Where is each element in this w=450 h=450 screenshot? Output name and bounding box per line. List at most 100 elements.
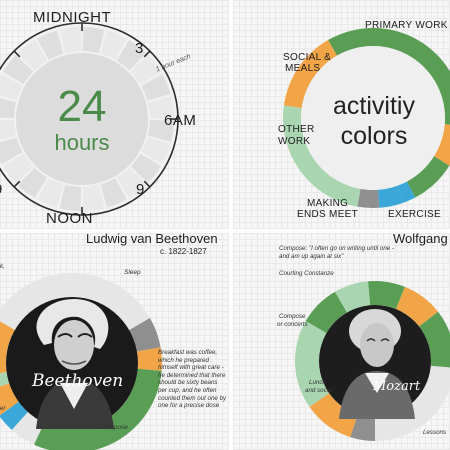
beethoven-ring-segment [0,401,28,430]
clock-panel: MIDNIGHT NOON 3 6AM 9 9 9 1 hour each 24… [0,0,229,229]
mozart-ring-segment [309,393,358,438]
category-ends-line1: MAKING [307,198,349,209]
clock-hour-segments [0,27,174,211]
legend-ring-segment [283,105,305,146]
clock-center-disc [16,53,148,185]
mozart-ring-segment [375,365,450,441]
clock-hour-segment [116,167,147,199]
hour-9-edge-label: 9 [0,42,1,59]
legend-ring-segment [287,140,361,207]
beethoven-ring-segment [136,347,162,371]
mozart-ring-segment [305,291,347,333]
beethoven-compose-label: Compose [100,424,128,431]
mozart-ring-segment [368,281,405,310]
legend-ring-segment [378,185,404,208]
category-exercise: EXERCISE [388,209,441,220]
category-social-line2: MEALS [285,63,321,74]
mozart-ring [295,281,450,441]
legend-center-line2: colors [340,122,408,150]
mozart-portrait [339,309,415,419]
clock-hour-segment [0,137,23,164]
mozart-lunch-line1: Lunch [309,379,326,386]
category-other-line1: OTHER [278,124,315,135]
clock-tick [13,180,21,188]
legend-ring-segment [357,188,380,208]
clock-ticks [13,23,178,215]
clock-hour-segment [0,98,17,119]
beethoven-sleep-label: Sleep [124,269,141,276]
beethoven-ring-segment [129,318,161,352]
clock-hour-segment [0,119,17,140]
mozart-ring-segment [295,321,330,407]
beethoven-breakfast-note: Breakfast was coffee, which he prepared … [158,349,227,410]
clock-hour-segment [147,96,174,119]
mozart-compose-concerts-line2: or concerts [277,321,308,328]
legend-ring-segment [434,124,450,166]
clock-hour-segment [82,184,105,211]
clock-hour-segment [37,178,64,208]
mozart-name: Wolfgang [393,233,448,246]
beethoven-panel: Beethoven Ludwig van Beethoven c. 1822-1… [0,233,229,450]
grid-divider-vertical [229,0,233,450]
clock-hour-segment [116,39,147,71]
clock-hour-segment [147,119,174,142]
category-ends-line2: ENDS MEET [297,209,359,220]
beethoven-name: Ludwig van Beethoven [86,233,218,246]
clock-tick [143,180,151,188]
hour-3-label: 3 [135,40,144,57]
clock-tick [143,50,151,58]
clock-hour-segment [2,153,34,184]
category-other-line2: WORK [278,136,311,147]
clock-hour-segment [59,184,82,211]
mozart-ring-segment [335,281,371,313]
legend-ring [283,27,450,208]
beethoven-ring-segment [33,368,162,450]
beethoven-ring-segment [0,383,19,416]
clock-hour-segment [0,74,23,101]
mozart-ring-segment [419,311,450,368]
clock-graphic [0,22,179,216]
legend-ring-segment [397,181,416,203]
clock-hour-segment [141,74,171,101]
legend-center-disc [301,46,445,190]
clock-hour-segment [130,54,162,85]
mozart-ring-segment [350,414,375,441]
mozart-courting-label: Courting Constanze [279,270,334,277]
grid-divider-horizontal [0,229,450,233]
clock-hour-segment [100,30,127,60]
hour-9-right-label: 9 [136,181,145,198]
mozart-ring-segment [395,286,439,327]
beethoven-portrait [36,298,114,429]
mozart-signature: Mozart [373,379,421,394]
clock-hour-segment [17,167,48,199]
category-social-line1: SOCIAL & [283,52,332,63]
beethoven-ring-segment [0,321,15,374]
clock-hour-segment [141,137,171,164]
category-primary-work: PRIMARY WORK [365,20,448,31]
legend-panel: PRIMARY WORK SOCIAL & MEALS OTHER WORK M… [233,0,450,229]
midnight-label: MIDNIGHT [33,9,112,26]
beethoven-ring-segment [0,372,10,387]
clock-hour-segment [130,153,162,184]
clock-hour-segment [100,178,127,208]
beethoven-edge-note-bottom: er [0,405,6,412]
mozart-compose-concerts-line1: Compose [279,313,306,320]
beethoven-ring-segment [11,412,45,445]
clock-hour-segment [82,27,105,54]
beethoven-signature: Beethoven [32,371,124,391]
legend-ring-segment [406,156,450,198]
legend-center-line1: activitiy [333,92,415,120]
legend-ring-segment [283,40,337,108]
beethoven-ring [0,273,162,450]
clock-hour-segment [17,39,48,71]
hour-6am-label: 6AM [164,112,197,129]
beethoven-ring-segment [0,273,150,330]
mozart-panel: Mozart Wolfgang Compose: "I often go on … [233,233,450,450]
center-word: hours [54,130,110,155]
mozart-compose-note: Compose: "I often go on writing until on… [279,245,395,260]
beethoven-dates: c. 1822-1827 [160,247,207,256]
mozart-lunch-line2: and social [305,387,333,394]
clock-hour-segment [59,27,82,54]
legend-ring-segment [328,27,450,125]
center-number: 24 [57,82,107,131]
